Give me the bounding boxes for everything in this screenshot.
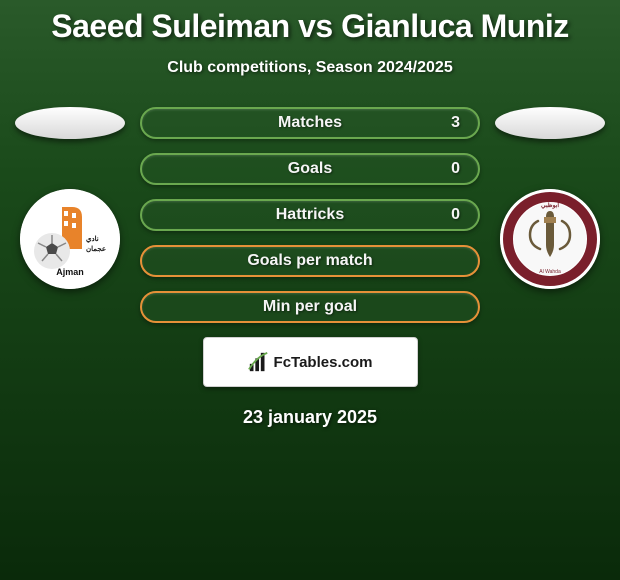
footer: FcTables.com 23 january 2025	[203, 337, 418, 428]
card-container: Saeed Suleiman vs Gianluca Muniz Club co…	[0, 0, 620, 428]
stat-value: 0	[451, 206, 460, 224]
alwahda-badge-icon: أبوظبي Al Wahda	[500, 189, 600, 289]
bars-icon	[248, 351, 270, 373]
svg-text:نادي: نادي	[86, 235, 99, 244]
stats-column: Matches 3 Goals 0 Hattricks 0 Goals per …	[140, 107, 480, 323]
stat-row-goals: Goals 0	[140, 153, 480, 185]
left-club-badge: نادي عجمان Ajman	[20, 189, 120, 289]
svg-text:Ajman: Ajman	[56, 267, 84, 277]
stat-label: Goals	[288, 160, 332, 178]
subtitle: Club competitions, Season 2024/2025	[167, 59, 452, 77]
main-row: نادي عجمان Ajman Matches 3 Goals 0 Hattr…	[0, 107, 620, 323]
date: 23 january 2025	[243, 407, 377, 428]
stat-label: Hattricks	[276, 206, 344, 224]
left-column: نادي عجمان Ajman	[10, 107, 130, 289]
ajman-badge-icon: نادي عجمان Ajman	[20, 189, 120, 289]
right-column: أبوظبي Al Wahda	[490, 107, 610, 289]
brand-text: FcTables.com	[274, 354, 373, 371]
brand-logo: FcTables.com	[248, 351, 373, 373]
svg-text:Al Wahda: Al Wahda	[539, 269, 561, 275]
right-club-badge: أبوظبي Al Wahda	[500, 189, 600, 289]
stat-value: 3	[451, 114, 460, 132]
page-title: Saeed Suleiman vs Gianluca Muniz	[51, 8, 569, 45]
stat-label: Goals per match	[247, 252, 372, 270]
stat-row-min-per-goal: Min per goal	[140, 291, 480, 323]
stat-row-matches: Matches 3	[140, 107, 480, 139]
stat-label: Matches	[278, 114, 342, 132]
stat-value: 0	[451, 160, 460, 178]
left-ellipse	[15, 107, 125, 139]
stat-label: Min per goal	[263, 298, 357, 316]
right-ellipse	[495, 107, 605, 139]
svg-text:عجمان: عجمان	[86, 245, 106, 253]
stat-row-goals-per-match: Goals per match	[140, 245, 480, 277]
stat-row-hattricks: Hattricks 0	[140, 199, 480, 231]
brand-box[interactable]: FcTables.com	[203, 337, 418, 387]
